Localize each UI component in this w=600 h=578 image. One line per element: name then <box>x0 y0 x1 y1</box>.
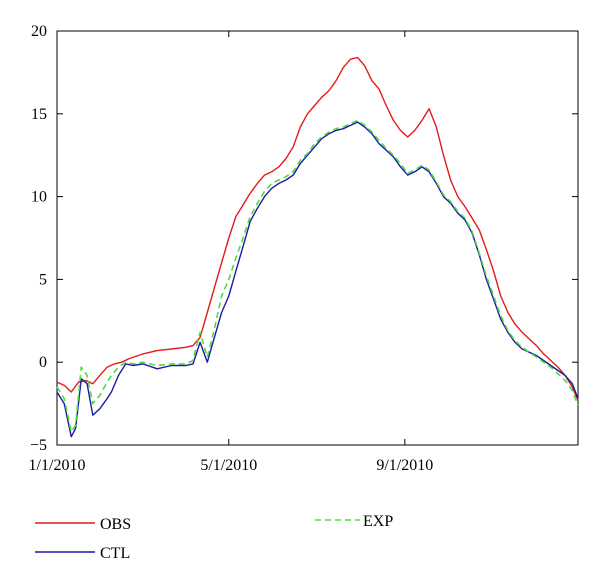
series-line-ctl <box>56 121 579 438</box>
y-tick-label: 20 <box>31 23 47 40</box>
y-tick-label: 5 <box>39 271 47 288</box>
x-tick-labels: 1/1/2010 5/1/2010 9/1/2010 <box>29 457 434 474</box>
series-line-exp <box>56 119 579 433</box>
legend-label-obs: OBS <box>100 516 131 533</box>
plot-frame <box>56 30 579 446</box>
legend-label-exp: EXP <box>363 513 393 530</box>
legend: OBS CTL EXP <box>35 513 393 562</box>
legend-label-ctl: CTL <box>100 545 130 562</box>
x-tick-label: 1/1/2010 <box>29 457 86 474</box>
y-tick-label: 0 <box>39 354 47 371</box>
x-tick-label: 9/1/2010 <box>376 457 433 474</box>
y-tick-label: −5 <box>30 437 47 454</box>
y-tick-labels: 20 15 10 5 0 −5 <box>30 23 47 454</box>
series-lines <box>56 56 579 438</box>
x-tick-label: 5/1/2010 <box>200 457 257 474</box>
y-tick-label: 10 <box>31 189 47 206</box>
series-line-obs <box>56 56 579 401</box>
axis-ticks <box>56 30 578 446</box>
y-tick-label: 15 <box>31 106 47 123</box>
